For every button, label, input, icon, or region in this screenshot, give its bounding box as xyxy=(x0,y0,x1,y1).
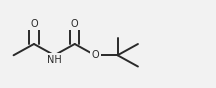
Text: O: O xyxy=(71,19,79,29)
Text: O: O xyxy=(30,19,38,29)
Text: NH: NH xyxy=(47,55,62,65)
Text: O: O xyxy=(91,50,99,60)
